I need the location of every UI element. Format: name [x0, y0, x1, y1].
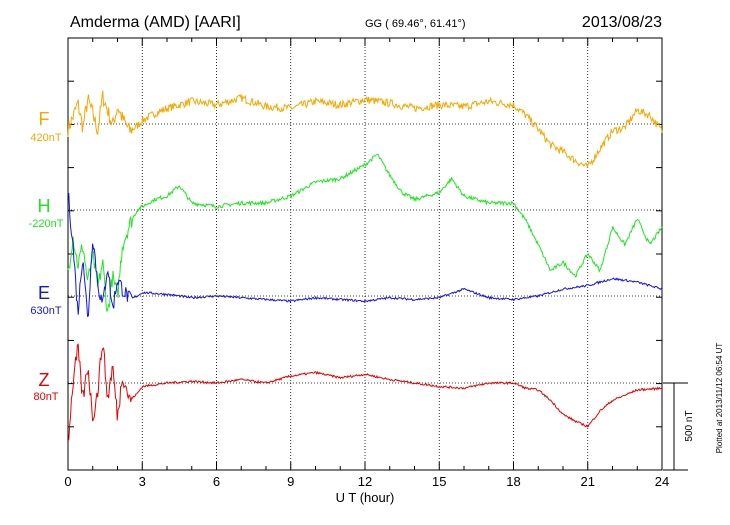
series-line-f: [67, 90, 663, 168]
series-baseline-z: 80nT: [33, 391, 58, 403]
series-baseline-f: 420nT: [30, 132, 61, 144]
series-name-e: E: [38, 283, 50, 303]
x-tick-label: 12: [358, 474, 372, 489]
axis-ticks: 0 3 6 9 12 15 18 21 24: [64, 37, 669, 489]
series-layer: [67, 90, 663, 442]
series-baseline-h: -220nT: [29, 218, 64, 230]
series-name-h: H: [38, 196, 51, 216]
series-line-z: [67, 343, 663, 442]
series-name-z: Z: [39, 370, 50, 390]
plotted-note: Plotted at 2013/11/12 06:54 UT: [715, 343, 724, 454]
x-tick-label: 9: [287, 474, 294, 489]
date-label: 2013/08/23: [582, 14, 662, 31]
x-tick-label: 18: [506, 474, 520, 489]
x-tick-label: 3: [139, 474, 146, 489]
series-line-e: [67, 192, 663, 317]
x-tick-label: 0: [64, 474, 71, 489]
series-name-f: F: [39, 109, 50, 129]
x-tick-label: 15: [432, 474, 446, 489]
coords-label: GG ( 69.46°, 61.41°): [365, 18, 466, 30]
scale-bar: 500 nT: [663, 382, 695, 471]
x-axis-label: U T (hour): [336, 490, 395, 505]
x-tick-label: 6: [213, 474, 220, 489]
series-line-h: [67, 153, 663, 312]
station-title: Amderma (AMD) [AARI]: [70, 14, 241, 31]
grid-lines: [68, 38, 662, 470]
x-tick-label: 24: [655, 474, 669, 489]
scale-bar-label: 500 nT: [684, 410, 695, 441]
x-tick-label: 21: [581, 474, 595, 489]
series-baseline-e: 630nT: [30, 305, 61, 317]
